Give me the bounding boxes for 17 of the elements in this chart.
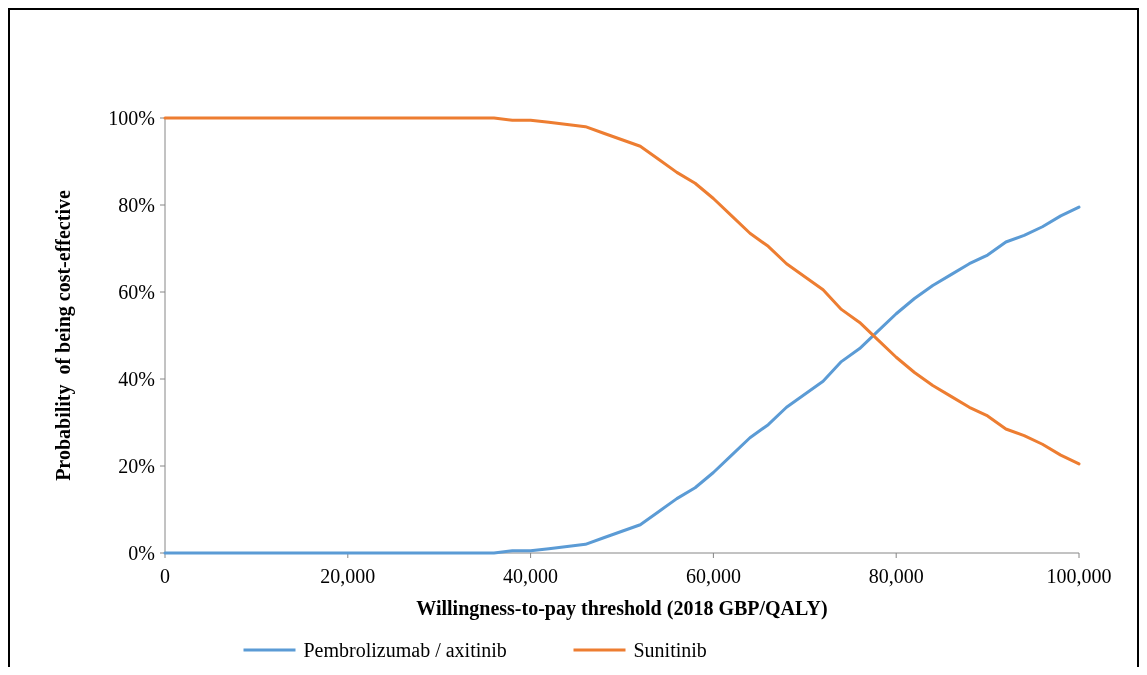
y-axis-title: Probability of being cost-effective [52, 190, 75, 481]
x-tick-label: 0 [160, 565, 170, 587]
x-tick-label: 40,000 [503, 565, 559, 587]
y-tick-label: 0% [128, 542, 155, 564]
x-tick-label: 80,000 [868, 565, 924, 587]
legend-label: Pembrolizumab / axitinib [303, 639, 507, 661]
y-tick-label: 20% [118, 455, 155, 477]
y-tick-label: 60% [118, 281, 155, 303]
y-tick-label: 80% [118, 194, 155, 216]
x-tick-label: 60,000 [685, 565, 741, 587]
y-tick-label: 100% [108, 107, 155, 129]
x-tick-label: 100,000 [1046, 565, 1112, 587]
x-tick-label: 20,000 [320, 565, 376, 587]
y-tick-label: 40% [118, 368, 155, 390]
legend-label: Sunitinib [633, 639, 707, 661]
x-axis-title: Willingness-to-pay threshold (2018 GBP/QALY) [416, 597, 828, 620]
line-series [163, 116, 1081, 466]
